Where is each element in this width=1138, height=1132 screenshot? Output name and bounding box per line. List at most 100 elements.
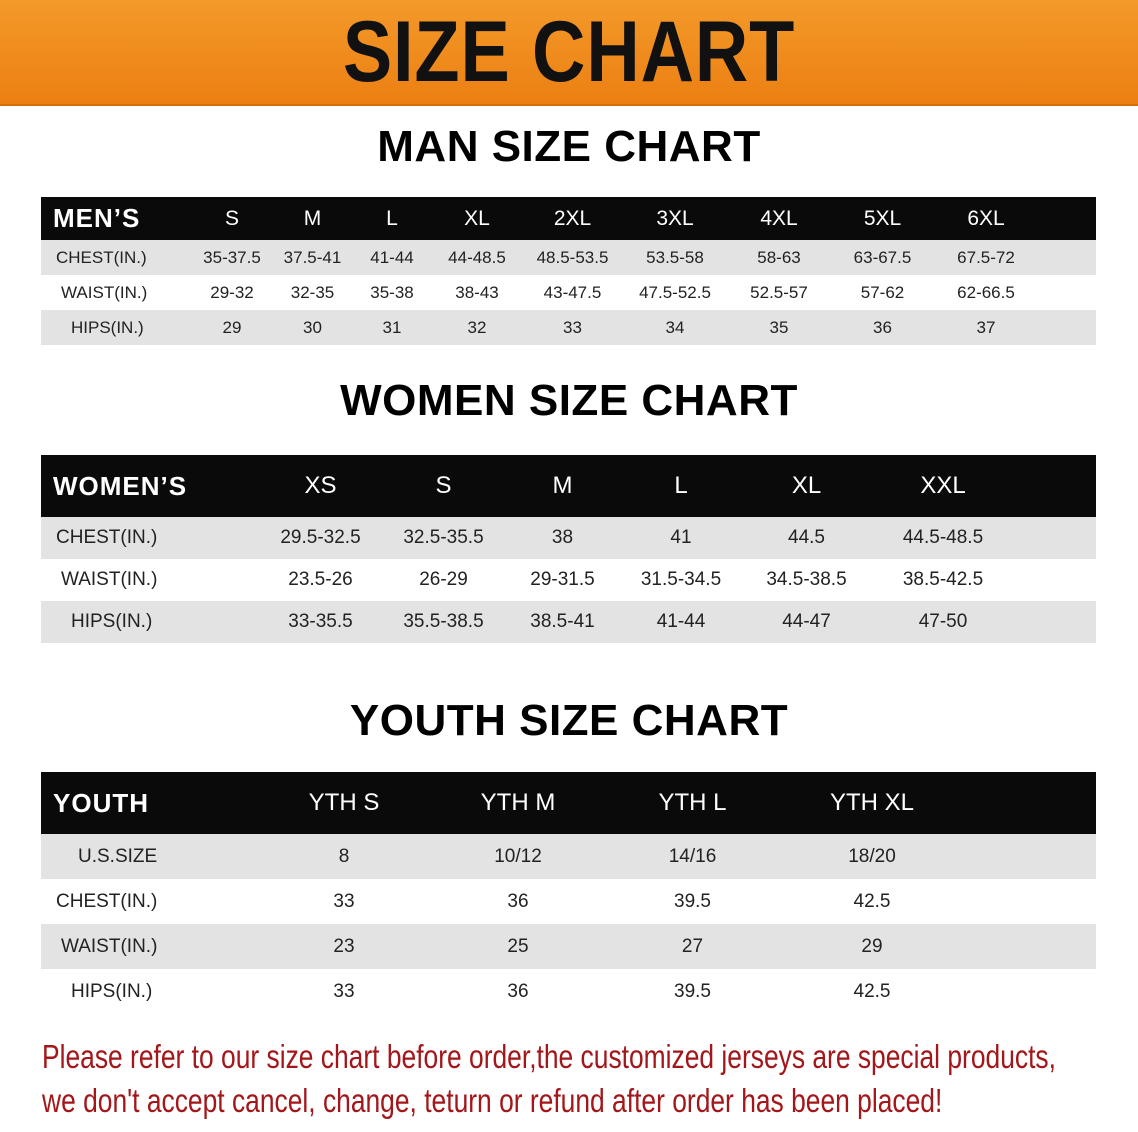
empty-cell xyxy=(1014,455,1096,517)
table-row: CHEST(IN.) 35-37.5 37.5-41 41-44 44-48.5 48.5… xyxy=(41,240,1096,275)
measurement-cell: 33-35.5 xyxy=(258,601,383,643)
size-header: XL xyxy=(432,197,522,240)
measurement-cell: 44.5 xyxy=(741,517,872,559)
measurement-cell: 41-44 xyxy=(352,240,432,275)
empty-cell xyxy=(964,924,1096,969)
measurement-cell: 29-31.5 xyxy=(504,559,621,601)
measurement-cell: 52.5-57 xyxy=(727,275,831,310)
measurement-cell: 36 xyxy=(431,969,605,1014)
table-title-cell: YOUTH xyxy=(41,772,257,834)
measurement-cell: 36 xyxy=(431,879,605,924)
size-header: 2XL xyxy=(522,197,623,240)
measurement-cell: 44-48.5 xyxy=(432,240,522,275)
measurement-cell: 53.5-58 xyxy=(623,240,727,275)
row-label: HIPS(IN.) xyxy=(41,601,258,643)
row-label: CHEST(IN.) xyxy=(41,517,258,559)
measurement-cell: 39.5 xyxy=(605,969,780,1014)
row-label: CHEST(IN.) xyxy=(41,240,191,275)
measurement-cell: 18/20 xyxy=(780,834,964,879)
size-header: YTH L xyxy=(605,772,780,834)
size-header: S xyxy=(383,455,504,517)
youth-section-title: YOUTH SIZE CHART xyxy=(349,696,789,745)
size-header: XL xyxy=(741,455,872,517)
measurement-cell: 26-29 xyxy=(383,559,504,601)
measurement-cell: 35 xyxy=(727,310,831,345)
banner-title: SIZE CHART xyxy=(342,4,796,100)
measurement-cell: 29 xyxy=(191,310,273,345)
notice-line-1: Please refer to our size chart before or… xyxy=(42,1038,1056,1075)
size-header: XXL xyxy=(872,455,1014,517)
measurement-cell: 47-50 xyxy=(872,601,1014,643)
measurement-cell: 35-37.5 xyxy=(191,240,273,275)
empty-cell xyxy=(964,969,1096,1014)
table-row: HIPS(IN.) 33-35.5 35.5-38.5 38.5-41 41-44 44-… xyxy=(41,601,1096,643)
measurement-cell: 43-47.5 xyxy=(522,275,623,310)
measurement-cell: 38.5-42.5 xyxy=(872,559,1014,601)
measurement-cell: 37.5-41 xyxy=(273,240,352,275)
measurement-cell: 67.5-72 xyxy=(934,240,1038,275)
row-label: CHEST(IN.) xyxy=(41,879,257,924)
women-size-table: WOMEN’S XS S M L XL XXL CHEST(IN.) 29.5-32.5 32.5… xyxy=(41,455,1096,643)
size-header: M xyxy=(504,455,621,517)
size-header: YTH XL xyxy=(780,772,964,834)
table-row: U.S.SIZE 8 10/12 14/16 18/20 xyxy=(41,834,1096,879)
row-label: WAIST(IN.) xyxy=(41,924,257,969)
measurement-cell: 30 xyxy=(273,310,352,345)
measurement-cell: 29.5-32.5 xyxy=(258,517,383,559)
size-header: YTH S xyxy=(257,772,431,834)
table-header-row: WOMEN’S XS S M L XL XXL xyxy=(41,455,1096,517)
measurement-cell: 41-44 xyxy=(621,601,741,643)
measurement-cell: 44-47 xyxy=(741,601,872,643)
measurement-cell: 32-35 xyxy=(273,275,352,310)
measurement-cell: 38 xyxy=(504,517,621,559)
measurement-cell: 41 xyxy=(621,517,741,559)
measurement-cell: 23.5-26 xyxy=(258,559,383,601)
row-label: U.S.SIZE xyxy=(41,834,257,879)
empty-cell xyxy=(1038,240,1096,275)
measurement-cell: 10/12 xyxy=(431,834,605,879)
measurement-cell: 37 xyxy=(934,310,1038,345)
empty-cell xyxy=(1014,601,1096,643)
table-header-row: YOUTH YTH S YTH M YTH L YTH XL xyxy=(41,772,1096,834)
table-header-row: MEN’S S M L XL 2XL 3XL 4XL 5XL 6XL xyxy=(41,197,1096,240)
measurement-cell: 29 xyxy=(780,924,964,969)
measurement-cell: 34 xyxy=(623,310,727,345)
measurement-cell: 33 xyxy=(257,969,431,1014)
empty-cell xyxy=(964,834,1096,879)
row-label: HIPS(IN.) xyxy=(41,310,191,345)
row-label: WAIST(IN.) xyxy=(41,559,258,601)
measurement-cell: 47.5-52.5 xyxy=(623,275,727,310)
men-size-table: MEN’S S M L XL 2XL 3XL 4XL 5XL 6XL CHEST(IN.) 35-37… xyxy=(41,197,1096,345)
measurement-cell: 8 xyxy=(257,834,431,879)
measurement-cell: 27 xyxy=(605,924,780,969)
table-title-cell: MEN’S xyxy=(41,197,191,240)
measurement-cell: 42.5 xyxy=(780,969,964,1014)
measurement-cell: 33 xyxy=(522,310,623,345)
table-row: WAIST(IN.) 23.5-26 26-29 29-31.5 31.5-34.5 34… xyxy=(41,559,1096,601)
measurement-cell: 31 xyxy=(352,310,432,345)
row-label: HIPS(IN.) xyxy=(41,969,257,1014)
table-row: HIPS(IN.) 33 36 39.5 42.5 xyxy=(41,969,1096,1014)
empty-cell xyxy=(1014,517,1096,559)
measurement-cell: 35-38 xyxy=(352,275,432,310)
empty-cell xyxy=(964,772,1096,834)
measurement-cell: 36 xyxy=(831,310,934,345)
measurement-cell: 42.5 xyxy=(780,879,964,924)
measurement-cell: 57-62 xyxy=(831,275,934,310)
measurement-cell: 23 xyxy=(257,924,431,969)
size-header: L xyxy=(621,455,741,517)
size-header: S xyxy=(191,197,273,240)
size-header: 5XL xyxy=(831,197,934,240)
table-row: CHEST(IN.) 29.5-32.5 32.5-35.5 38 41 44.5 44.5… xyxy=(41,517,1096,559)
measurement-cell: 35.5-38.5 xyxy=(383,601,504,643)
notice-line-2: we don't accept cancel, change, teturn o… xyxy=(42,1082,943,1119)
women-section-title: WOMEN SIZE CHART xyxy=(340,376,798,425)
size-header: 3XL xyxy=(623,197,727,240)
measurement-cell: 31.5-34.5 xyxy=(621,559,741,601)
empty-cell xyxy=(1014,559,1096,601)
measurement-cell: 25 xyxy=(431,924,605,969)
measurement-cell: 63-67.5 xyxy=(831,240,934,275)
measurement-cell: 38.5-41 xyxy=(504,601,621,643)
measurement-cell: 58-63 xyxy=(727,240,831,275)
size-header: 4XL xyxy=(727,197,831,240)
